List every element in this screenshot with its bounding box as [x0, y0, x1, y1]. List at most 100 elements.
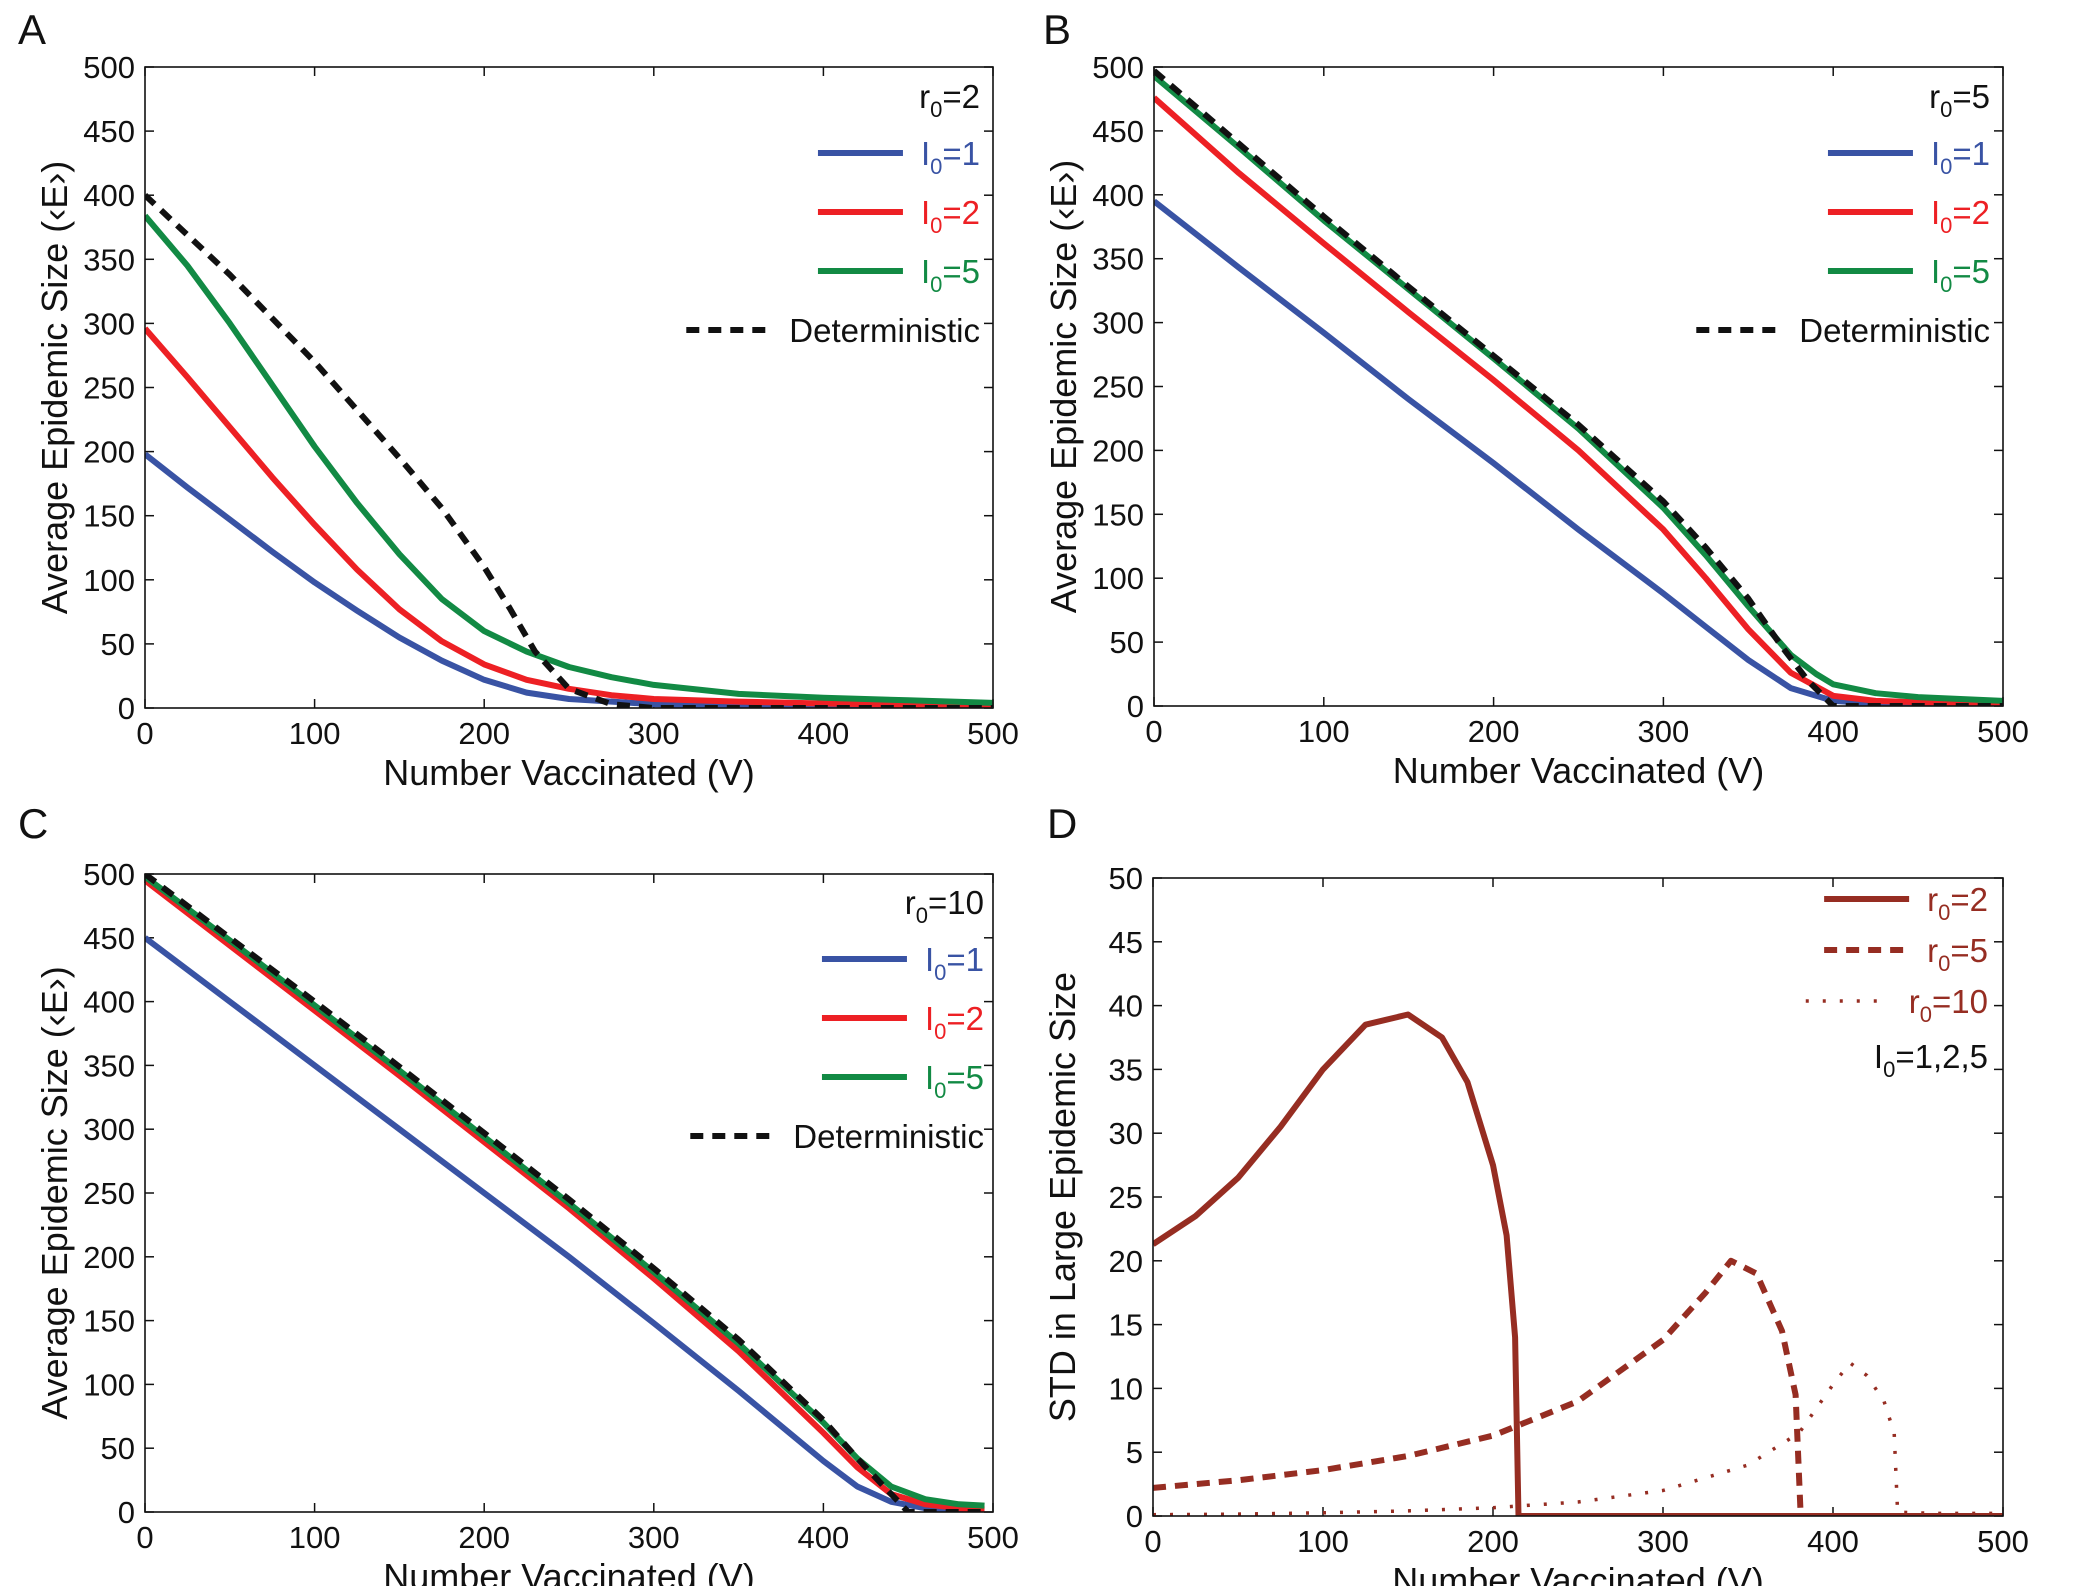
legend-entry-label-tail: =10 [1932, 983, 1988, 1020]
legend-entry-label-tail: =2 [1952, 194, 1990, 231]
y-axis-label: Average Epidemic Size (‹E›) [34, 966, 75, 1420]
legend-entry-label-main: Deterministic [789, 312, 980, 349]
legend-entry-label: r0=5 [1927, 932, 1988, 976]
y-tick-label: 250 [1092, 370, 1144, 405]
legend-entry-label-main: I [1931, 253, 1940, 290]
y-tick-label: 0 [1126, 1499, 1143, 1534]
y-tick-label: 500 [83, 50, 135, 85]
x-tick-label: 300 [628, 1520, 680, 1555]
legend-entry-label: I0=2 [1931, 194, 1990, 238]
legend-entry-label: Deterministic [793, 1118, 984, 1155]
x-tick-label: 100 [1298, 714, 1350, 749]
y-tick-label: 50 [101, 1431, 135, 1466]
legend-title-tail: =2 [942, 78, 980, 115]
series-line-i0-5 [1154, 73, 2003, 704]
legend-annotation-tail: =1,2,5 [1895, 1038, 1988, 1075]
legend-entry-label-main: Deterministic [1799, 312, 1990, 349]
x-tick-label: 500 [967, 716, 1019, 751]
y-tick-label: 50 [1109, 861, 1143, 896]
y-tick-label: 150 [83, 499, 135, 534]
legend-title-tail: =10 [928, 884, 984, 921]
legend-title-sub: 0 [1940, 97, 1952, 122]
series-group [145, 193, 993, 708]
legend-annotation-sub: 0 [1883, 1057, 1895, 1082]
x-tick-label: 200 [458, 716, 510, 751]
y-tick-label: 200 [1092, 433, 1144, 468]
legend-entry-label-main: r [1909, 983, 1920, 1020]
legend-entry-label: I0=5 [925, 1059, 984, 1103]
y-tick-label: 0 [118, 1495, 135, 1530]
legend-entry-label-tail: =5 [1952, 253, 1990, 290]
x-tick-label: 300 [1637, 1524, 1689, 1559]
panel-label: A [18, 6, 46, 53]
legend-entry-label-sub: 0 [934, 1078, 946, 1103]
x-tick-label: 0 [136, 716, 153, 751]
legend-annotation-main: I [1874, 1038, 1883, 1075]
y-tick-label: 35 [1109, 1052, 1143, 1087]
legend-entry-label-sub: 0 [934, 960, 946, 985]
plot-frame [144, 873, 994, 1513]
y-tick-label: 400 [83, 985, 135, 1020]
legend-entry-label: Deterministic [1799, 312, 1990, 349]
y-tick-label: 300 [1092, 306, 1144, 341]
y-tick-label: 0 [1127, 689, 1144, 724]
legend-title-main: r [919, 78, 930, 115]
legend-entry-label: I0=1 [1931, 135, 1990, 179]
legend-entry-label: I0=1 [921, 135, 980, 179]
y-axis-label: STD in Large Epidemic Size [1042, 972, 1083, 1422]
legend-entry-label-main: I [921, 135, 930, 172]
legend-entry-label-tail: =2 [946, 1000, 984, 1037]
y-tick-label: 250 [83, 1176, 135, 1211]
legend-entry-label-sub: 0 [934, 1019, 946, 1044]
x-tick-label: 400 [1807, 1524, 1859, 1559]
legend-entry-label-tail: =1 [942, 135, 980, 172]
legend-entry-label-tail: =5 [1950, 932, 1988, 969]
legend: r0=2 r0=5 r0=10 I0=1,2,5 [1805, 881, 1988, 1082]
y-tick-label: 500 [83, 857, 135, 892]
y-tick-label: 0 [118, 691, 135, 726]
legend-entry-label-main: I [1931, 135, 1940, 172]
legend-title-main: r [905, 884, 916, 921]
legend-entry-label: Deterministic [789, 312, 980, 349]
plot-frame [1152, 877, 2004, 1517]
x-tick-label: 100 [289, 1520, 341, 1555]
legend-entry-label: r0=2 [1927, 881, 1988, 925]
legend-entry-label: I0=5 [1931, 253, 1990, 297]
legend-entry-label-sub: 0 [1940, 213, 1952, 238]
legend-title: r0=10 [905, 884, 984, 928]
legend-title-main: r [1929, 78, 1940, 115]
legend-entry-label-tail: =2 [942, 194, 980, 231]
legend-entry-label-sub: 0 [930, 213, 942, 238]
x-tick-label: 400 [798, 716, 850, 751]
x-tick-label: 200 [458, 1520, 510, 1555]
plot-frame [144, 66, 994, 709]
legend-entry-label-main: I [921, 194, 930, 231]
legend-entry-label: r0=10 [1909, 983, 1988, 1027]
legend-title: r0=5 [1929, 78, 1990, 122]
y-tick-label: 100 [1092, 561, 1144, 596]
series-line-i0-1 [145, 935, 985, 1512]
y-tick-label: 300 [83, 1112, 135, 1147]
series-line-r0-10 [1153, 1361, 2003, 1516]
y-tick-label: 150 [83, 1304, 135, 1339]
panel-a: A 0 100 200 300 400 500 0 50 100 150 200 250 300 350 40… [18, 6, 1019, 793]
y-tick-label: 50 [1110, 625, 1144, 660]
legend-entry-label-main: r [1927, 881, 1938, 918]
x-axis-label: Number Vaccinated (V) [1392, 1560, 1763, 1586]
series-group [1154, 68, 2003, 706]
legend-entry-label: I0=2 [921, 194, 980, 238]
y-tick-label: 40 [1109, 989, 1143, 1024]
series-line-i0-5 [145, 874, 985, 1509]
x-tick-label: 0 [1145, 714, 1162, 749]
y-tick-label: 350 [83, 1048, 135, 1083]
x-axis-label: Number Vaccinated (V) [383, 1556, 754, 1586]
x-tick-label: 200 [1467, 1524, 1519, 1559]
series-line-r0-2 [1153, 1011, 2003, 1516]
panel-label: D [1047, 800, 1077, 847]
y-tick-label: 45 [1109, 925, 1143, 960]
legend-entry-label-main: r [1927, 932, 1938, 969]
legend-entry-label-main: I [925, 1059, 934, 1096]
y-tick-label: 5 [1126, 1435, 1143, 1470]
